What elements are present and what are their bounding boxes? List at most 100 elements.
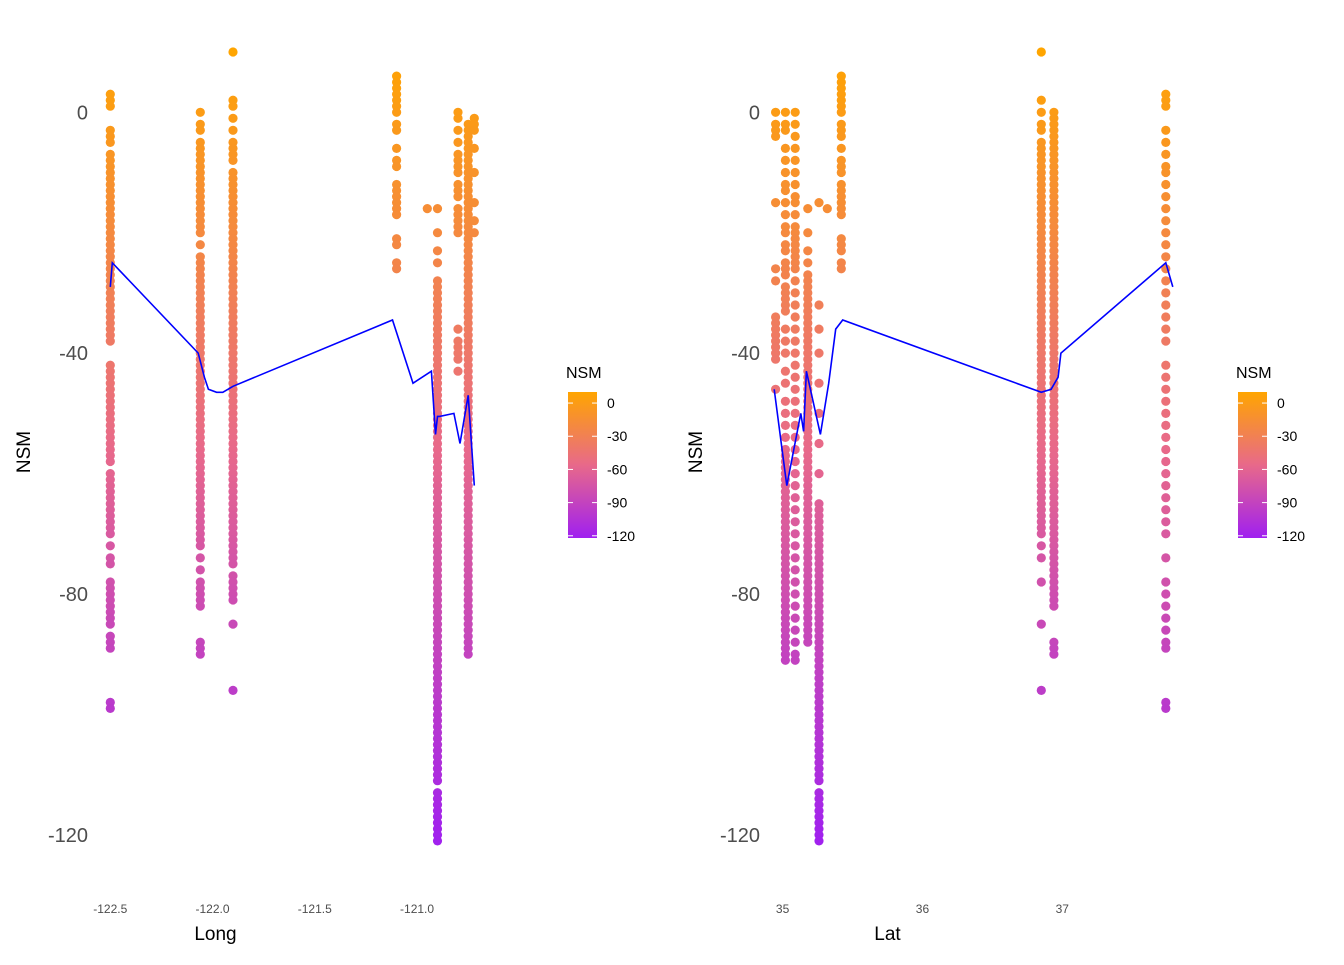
data-point xyxy=(790,372,800,382)
data-point xyxy=(780,432,791,442)
data-point xyxy=(790,589,800,599)
legend-tick-label: -120 xyxy=(607,528,635,544)
data-point xyxy=(790,396,800,406)
data-point xyxy=(771,276,781,286)
data-point xyxy=(780,336,791,346)
y-tick-label: -40 xyxy=(731,343,760,365)
points-group xyxy=(105,47,479,846)
data-point xyxy=(228,125,238,135)
legend-tick-label: -30 xyxy=(607,428,627,444)
data-point xyxy=(1161,372,1171,382)
data-point xyxy=(814,300,824,310)
data-point xyxy=(814,348,824,358)
x-tick-label: -121.0 xyxy=(400,902,434,916)
data-point xyxy=(790,577,800,587)
data-point xyxy=(392,107,402,117)
y-tick-label: -80 xyxy=(59,584,88,606)
data-point xyxy=(1036,47,1046,57)
data-point xyxy=(1036,619,1046,629)
data-point xyxy=(1161,125,1171,135)
data-point xyxy=(1161,396,1171,406)
legend-tick-label: -60 xyxy=(607,461,627,477)
y-tick-label: -120 xyxy=(720,825,760,847)
y-axis-title: NSM xyxy=(14,431,35,473)
data-point xyxy=(814,198,824,208)
data-point xyxy=(836,210,846,220)
data-point xyxy=(463,649,473,659)
data-point xyxy=(790,655,800,665)
data-point xyxy=(1161,240,1171,250)
x-axis-title: Lat xyxy=(874,924,901,945)
legend-colorbar xyxy=(568,392,597,538)
data-point xyxy=(780,348,791,358)
x-axis-title: Long xyxy=(194,924,236,945)
data-point xyxy=(790,300,800,310)
data-point xyxy=(803,637,813,647)
data-point xyxy=(814,378,824,388)
data-point xyxy=(790,107,800,117)
data-point xyxy=(392,210,402,220)
data-point xyxy=(1161,601,1171,611)
data-point xyxy=(1036,125,1046,135)
data-point xyxy=(195,565,205,575)
data-point xyxy=(1161,432,1171,442)
y-tick-label: -120 xyxy=(48,825,88,847)
y-tick-label: 0 xyxy=(749,102,760,124)
data-point xyxy=(803,246,813,256)
data-point xyxy=(790,210,800,220)
data-point xyxy=(790,493,800,503)
data-point xyxy=(780,408,791,418)
legend-title: NSM xyxy=(1236,365,1272,382)
data-point xyxy=(195,601,205,611)
data-point xyxy=(1036,529,1046,539)
data-point xyxy=(195,228,205,238)
data-point xyxy=(453,228,463,238)
data-point xyxy=(836,143,846,153)
data-point xyxy=(105,703,115,714)
data-point xyxy=(195,107,205,117)
data-point xyxy=(790,529,800,539)
data-point xyxy=(790,432,800,442)
data-point xyxy=(790,613,800,623)
data-point xyxy=(790,517,800,527)
data-point xyxy=(1161,192,1171,202)
data-point xyxy=(1161,204,1171,214)
data-point xyxy=(836,131,846,141)
data-point xyxy=(1161,228,1171,238)
data-point xyxy=(790,456,800,467)
data-point xyxy=(195,125,205,135)
legend-tick-label: -90 xyxy=(1277,495,1297,511)
data-point xyxy=(1161,456,1171,467)
data-point xyxy=(1161,529,1171,539)
data-point xyxy=(453,192,463,202)
data-point xyxy=(432,246,443,256)
data-point xyxy=(780,396,791,406)
data-point xyxy=(432,836,443,846)
data-point xyxy=(790,264,800,274)
legend-title: NSM xyxy=(566,365,602,382)
data-point xyxy=(469,216,479,226)
x-tick-label: -122.0 xyxy=(196,902,230,916)
data-point xyxy=(814,438,824,449)
data-point xyxy=(105,619,115,629)
data-point xyxy=(790,288,800,298)
data-point xyxy=(790,637,800,647)
data-point xyxy=(803,228,813,238)
data-point xyxy=(1161,360,1171,370)
data-point xyxy=(228,595,238,605)
data-point xyxy=(790,601,800,611)
data-point xyxy=(1036,107,1046,117)
data-point xyxy=(836,246,846,256)
data-point xyxy=(790,565,800,575)
data-point xyxy=(790,119,800,129)
data-point xyxy=(1161,384,1171,394)
data-point xyxy=(790,276,800,286)
data-point xyxy=(469,228,479,238)
data-point xyxy=(814,469,824,479)
data-point xyxy=(105,101,115,111)
data-point xyxy=(780,143,791,153)
data-point xyxy=(453,354,463,364)
data-point xyxy=(771,384,781,394)
data-point xyxy=(469,198,479,208)
